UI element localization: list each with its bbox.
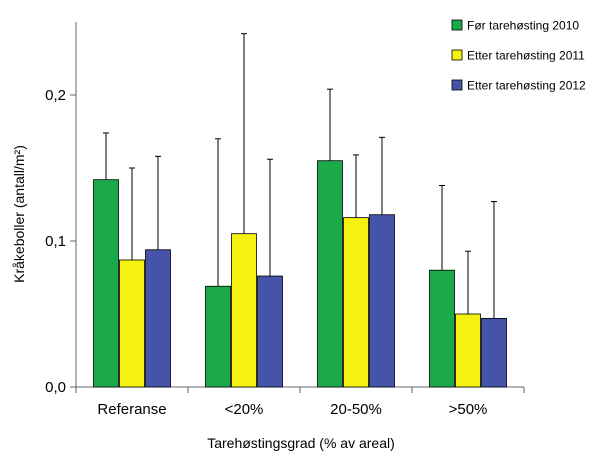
legend-swatch xyxy=(451,49,463,61)
y-axis-title: Kråkeboller (antall/m²) xyxy=(11,145,27,283)
bars xyxy=(93,160,507,388)
legend-label: Etter tarehøsting 2012 xyxy=(467,79,586,93)
x-tick-label: >50% xyxy=(449,401,488,418)
y-axis: 0,0 0,1 0,2 xyxy=(45,22,77,396)
bar xyxy=(119,259,145,388)
bar xyxy=(455,313,481,388)
legend: Før tarehøsting 2010 Etter tarehøsting 20… xyxy=(451,19,586,93)
bar xyxy=(481,317,507,388)
bar xyxy=(93,179,119,388)
legend-swatch xyxy=(451,19,463,31)
bar xyxy=(369,214,395,388)
bar xyxy=(231,233,257,388)
bar xyxy=(257,275,283,388)
x-tick-label: Referanse xyxy=(97,401,166,418)
x-tick-label: <20% xyxy=(225,401,264,418)
y-tick-label: 0,2 xyxy=(45,87,66,104)
bar xyxy=(317,160,343,388)
bar xyxy=(205,285,231,388)
error-bars xyxy=(103,33,497,319)
x-axis-title: Tarehøstingsgrad (% av areal) xyxy=(207,435,395,451)
legend-label: Før tarehøsting 2010 xyxy=(467,19,579,33)
legend-label: Etter tarehøsting 2011 xyxy=(467,49,585,63)
bar xyxy=(145,249,171,388)
x-tick-label: 20-50% xyxy=(330,401,382,418)
legend-swatch xyxy=(451,79,463,91)
y-tick-label: 0,0 xyxy=(45,379,66,396)
x-axis: Referanse <20% 20-50% >50% xyxy=(75,386,525,418)
bar xyxy=(343,217,369,388)
y-tick-label: 0,1 xyxy=(45,233,66,250)
bar xyxy=(429,269,455,388)
